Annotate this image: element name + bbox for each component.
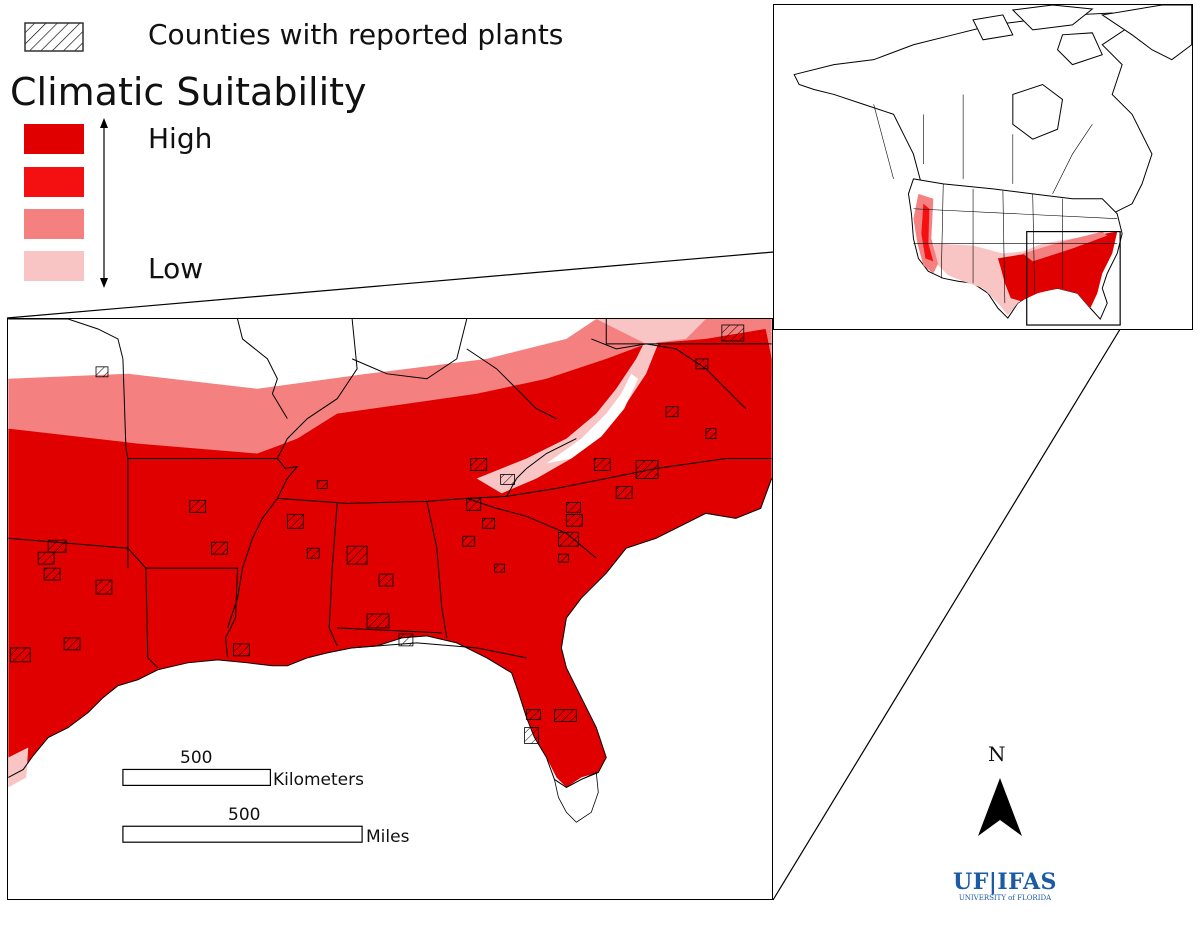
legend-low-label: Low	[148, 252, 204, 285]
legend-title: Climatic Suitability	[10, 70, 367, 114]
legend-swatch-mid-high	[24, 167, 84, 197]
legend-hatch-label: Counties with reported plants	[148, 18, 564, 51]
scale-km-unit: Kilometers	[273, 770, 364, 790]
logo-sub: UNIVERSITY of FLORIDA	[958, 894, 1052, 902]
logo-main: UF|IFAS	[953, 869, 1057, 895]
north-arrow-icon	[978, 778, 1022, 836]
north-america-inset-map[interactable]	[773, 4, 1193, 330]
reported-counties	[9, 324, 745, 744]
north-label: N	[988, 742, 1006, 766]
scale-bar	[122, 768, 363, 843]
legend-swatch-high	[24, 124, 84, 154]
legend-swatch-low	[24, 251, 84, 281]
gradient-arrow-icon	[100, 118, 108, 288]
legend-hatch-swatch	[24, 22, 84, 52]
appalachian-streak	[476, 338, 659, 494]
legend-high-label: High	[148, 122, 213, 155]
inset-zoom-box	[1026, 231, 1121, 326]
scale-mi-value: 500	[228, 805, 261, 825]
coastline	[8, 478, 772, 788]
legend-swatch-mid-low	[24, 209, 84, 239]
scale-mi-unit: Miles	[366, 827, 410, 847]
suitability-low-zone	[8, 319, 772, 469]
uf-ifas-logo: UF|IFAS UNIVERSITY of FLORIDA	[950, 870, 1060, 910]
scale-km-value: 500	[180, 748, 213, 768]
main-suitability-map[interactable]	[7, 318, 773, 900]
